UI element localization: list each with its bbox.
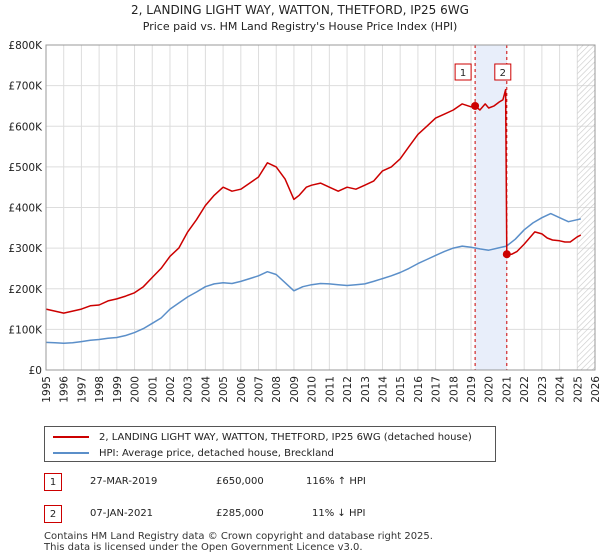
x-tick-label: 2019 bbox=[466, 376, 478, 403]
x-tick-label: 2006 bbox=[236, 376, 248, 403]
x-tick-label: 2021 bbox=[501, 376, 513, 403]
legend-entry-property: 2, LANDING LIGHT WAY, WATTON, THETFORD, … bbox=[53, 429, 472, 445]
price-chart: 2, LANDING LIGHT WAY, WATTON, THETFORD, … bbox=[8, 3, 600, 403]
shaded-period bbox=[475, 45, 507, 370]
y-tick-label: £800K bbox=[8, 40, 43, 52]
x-tick-label: 2022 bbox=[519, 376, 531, 403]
footer-licence: This data is licensed under the Open Gov… bbox=[44, 542, 363, 553]
annotation-label-2: 2 bbox=[500, 68, 506, 79]
x-tick-label: 1999 bbox=[112, 376, 124, 403]
x-tick-label: 2017 bbox=[431, 376, 443, 403]
x-tick-label: 2025 bbox=[572, 376, 584, 403]
x-tick-label: 2000 bbox=[130, 376, 142, 403]
footer: Contains HM Land Registry data © Crown c… bbox=[44, 531, 433, 553]
transaction-hpi-2: 11% ↓ HPI bbox=[312, 508, 366, 519]
x-tick-label: 2005 bbox=[218, 376, 230, 403]
chart-title: 2, LANDING LIGHT WAY, WATTON, THETFORD, … bbox=[131, 3, 469, 17]
x-tick-label: 1998 bbox=[94, 376, 106, 403]
transaction-date-2: 07-JAN-2021 bbox=[90, 508, 154, 519]
x-tick-label: 2007 bbox=[254, 376, 266, 403]
x-tick-label: 2002 bbox=[165, 376, 177, 403]
x-tick-label: 2012 bbox=[342, 376, 354, 403]
x-tick-label: 2013 bbox=[360, 376, 372, 403]
forecast-hatch bbox=[577, 45, 595, 370]
transaction-hpi-1: 116% ↑ HPI bbox=[306, 476, 366, 487]
legend-swatch-property bbox=[53, 436, 89, 438]
y-tick-label: £100K bbox=[8, 324, 43, 336]
transaction-badge-1: 1 bbox=[44, 473, 62, 491]
x-tick-label: 2008 bbox=[271, 376, 283, 403]
x-tick-label: 2023 bbox=[537, 376, 549, 403]
y-tick-label: £0 bbox=[29, 365, 42, 377]
y-tick-label: £300K bbox=[8, 243, 43, 255]
x-tick-label: 1997 bbox=[76, 376, 88, 403]
x-tick-label: 2003 bbox=[183, 376, 195, 403]
legend-swatch-hpi bbox=[53, 452, 89, 454]
x-tick-label: 2020 bbox=[484, 376, 496, 403]
transaction-price-1: £650,000 bbox=[216, 476, 264, 487]
y-tick-label: £200K bbox=[8, 284, 43, 296]
plot-border bbox=[45, 44, 596, 371]
x-tick-label: 2014 bbox=[377, 376, 389, 403]
hpi-series-line bbox=[45, 212, 581, 344]
x-tick-label: 2009 bbox=[289, 376, 301, 403]
annotation-box-1: 1 bbox=[454, 63, 472, 81]
transaction-date-1: 27-MAR-2019 bbox=[90, 476, 158, 487]
y-tick-label: £600K bbox=[8, 121, 43, 133]
y-tick-label: £700K bbox=[8, 81, 43, 93]
x-tick-label: 1995 bbox=[41, 376, 53, 403]
legend-label-property: 2, LANDING LIGHT WAY, WATTON, THETFORD, … bbox=[99, 431, 472, 443]
x-tick-label: 2018 bbox=[448, 376, 460, 403]
x-tick-label: 2024 bbox=[555, 376, 567, 403]
sale-point-1 bbox=[471, 101, 480, 110]
x-tick-label: 2004 bbox=[200, 376, 212, 403]
annotation-box-2: 2 bbox=[494, 63, 512, 81]
x-tick-label: 2026 bbox=[590, 376, 600, 403]
x-tick-label: 2011 bbox=[324, 376, 336, 403]
x-tick-label: 2010 bbox=[307, 376, 319, 403]
annotation-box-frame-2 bbox=[494, 63, 512, 81]
property-series-line bbox=[45, 88, 582, 314]
transaction-badge-2: 2 bbox=[44, 505, 62, 523]
x-tick-label: 1996 bbox=[59, 376, 71, 403]
annotation-label-1: 1 bbox=[460, 68, 466, 79]
y-tick-label: £400K bbox=[8, 203, 43, 215]
chart-subtitle: Price paid vs. HM Land Registry's House … bbox=[143, 20, 458, 33]
y-tick-label: £500K bbox=[8, 162, 43, 174]
legend-label-hpi: HPI: Average price, detached house, Brec… bbox=[99, 447, 334, 459]
footer-copyright: Contains HM Land Registry data © Crown c… bbox=[44, 531, 433, 542]
annotation-box-frame-1 bbox=[454, 63, 472, 81]
legend: 2, LANDING LIGHT WAY, WATTON, THETFORD, … bbox=[44, 426, 496, 462]
legend-entry-hpi: HPI: Average price, detached house, Brec… bbox=[53, 445, 334, 461]
x-tick-label: 2015 bbox=[395, 376, 407, 403]
x-tick-label: 2016 bbox=[413, 376, 425, 403]
sale-point-2 bbox=[502, 250, 511, 259]
transaction-price-2: £285,000 bbox=[216, 508, 264, 519]
x-tick-label: 2001 bbox=[147, 376, 159, 403]
